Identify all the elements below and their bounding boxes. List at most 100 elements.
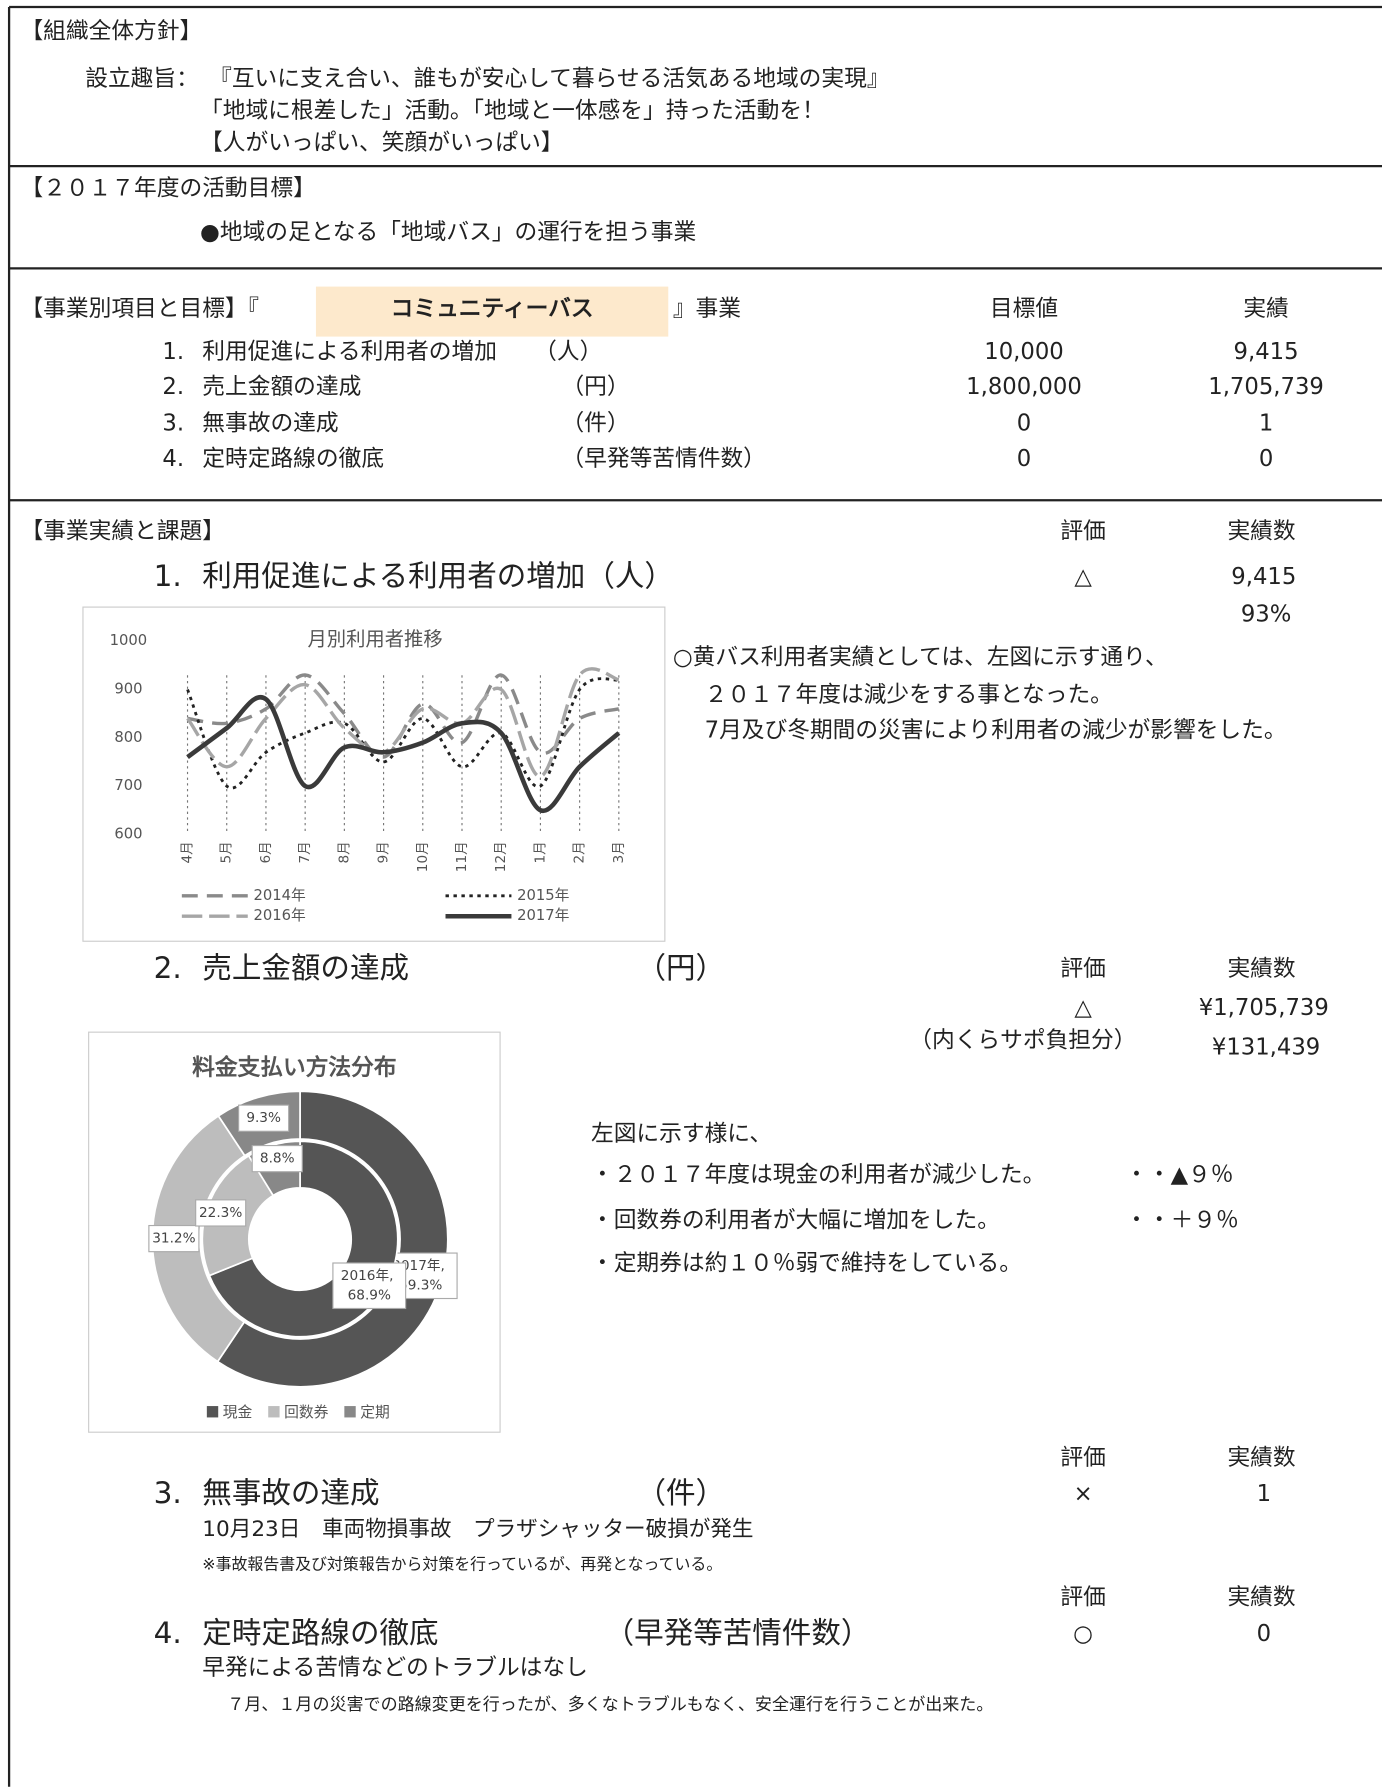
row-target: 10,000 <box>984 339 1064 365</box>
note: ・・＋９％ <box>1125 1207 1239 1233</box>
label-box <box>195 1199 247 1227</box>
y-tick-label: 600 <box>114 825 142 842</box>
row-unit: （早発等苦情件数） <box>561 446 765 472</box>
row-num: 4. <box>162 446 184 472</box>
row-target: 0 <box>1017 411 1031 437</box>
item-title: 利用促進による利用者の増加（人） <box>202 559 674 593</box>
row-num: 2. <box>162 374 184 400</box>
col-header: 実績数 <box>1227 1585 1295 1611</box>
item-num: 4. <box>154 1616 182 1650</box>
sub-count: ¥131,439 <box>1212 1035 1320 1061</box>
detail: 早発による苦情などのトラブルはなし <box>202 1655 588 1681</box>
suffix: 』事業 <box>673 296 741 322</box>
highlight <box>315 286 669 337</box>
col-header: 評価 <box>1060 1585 1105 1611</box>
note: ・２０１７年度は現金の利用者が減少した。 <box>591 1162 1045 1188</box>
legend-swatch <box>268 1406 280 1418</box>
row-num: 3. <box>162 411 184 437</box>
series-line <box>187 673 620 759</box>
row-unit: （円） <box>561 374 629 400</box>
col-header: 実績 <box>1243 296 1288 322</box>
label-box <box>148 1224 200 1253</box>
policy-line: 【人がいっぱい、笑顔がいっぱい】 <box>200 130 564 156</box>
eval: △ <box>1074 995 1092 1021</box>
legend-label: 2014年 <box>253 887 306 904</box>
policy-line: 『互いに支え合い、誰もが安心して暮らせる活気ある地域の実現』 <box>209 66 889 92</box>
data-label: 22.3% <box>199 1205 242 1221</box>
legend-label: 2017年 <box>517 907 570 924</box>
sub-label: （内くらサポ負担分） <box>909 1028 1136 1054</box>
note: ２０１７年度は減少をする事となった。 <box>705 682 1113 708</box>
y-tick-label: 1000 <box>110 632 148 649</box>
item-title: 定時定路線の徹底 <box>202 1616 438 1650</box>
col-header: 実績数 <box>1227 1445 1295 1471</box>
row-num: 1. <box>162 339 184 365</box>
series-line <box>186 695 621 813</box>
row-unit: （人） <box>534 339 602 365</box>
item-title: 売上金額の達成 <box>202 951 409 985</box>
label-box <box>238 1104 290 1132</box>
item-num: 2. <box>154 951 182 985</box>
note: 7月及び冬期間の災害により利用者の減少が影響をした。 <box>705 717 1287 743</box>
row-actual: 1 <box>1259 411 1273 437</box>
eval: ○ <box>1073 1621 1093 1647</box>
col-header: 実績数 <box>1227 956 1295 982</box>
note: ・・▲９％ <box>1125 1162 1233 1188</box>
row-name: 無事故の達成 <box>202 411 338 437</box>
heading: 【組織全体方針】 <box>20 19 202 45</box>
item-num: 3. <box>154 1476 182 1510</box>
col-header: 評価 <box>1060 956 1105 982</box>
row-name: 売上金額の達成 <box>202 374 361 400</box>
x-tick-label: 11月 <box>454 841 470 872</box>
x-tick-label: 8月 <box>336 841 352 863</box>
legend-swatch <box>344 1406 356 1418</box>
eval: △ <box>1074 564 1092 590</box>
row-target: 0 <box>1017 446 1031 472</box>
row-actual: 1,705,739 <box>1208 374 1324 400</box>
row-target: 1,800,000 <box>966 374 1082 400</box>
detail: 10月23日 車両物損事故 プラザシャッター破損が発生 <box>202 1517 753 1542</box>
label-box <box>251 1145 303 1173</box>
label: 設立趣旨： <box>85 66 199 92</box>
x-tick-label: 7月 <box>297 841 313 863</box>
y-tick-label: 900 <box>114 680 142 697</box>
legend-label: 現金 <box>223 1404 253 1421</box>
legend-label: 回数券 <box>284 1404 329 1421</box>
series-line <box>186 667 620 779</box>
note: ・定期券は約１０％弱で維持をしている。 <box>591 1251 1022 1277</box>
heading: 【事業別項目と目標】『 <box>20 296 259 322</box>
legend-swatch <box>206 1406 219 1418</box>
legend-label: 定期 <box>360 1404 390 1421</box>
heading: 【２０１７年度の活動目標】 <box>20 175 315 201</box>
data-label: 2016年, 68.9% <box>341 1268 398 1303</box>
x-tick-label: 5月 <box>219 841 235 863</box>
chart-frame <box>82 606 666 942</box>
chart-title: 料金支払い方法分布 <box>192 1054 396 1081</box>
item-unit: （円） <box>636 951 725 985</box>
note: 左図に示す様に、 <box>591 1121 772 1147</box>
heading: 【事業実績と課題】 <box>20 519 224 545</box>
data-label: 9.3% <box>246 1110 281 1126</box>
col-header: 実績数 <box>1227 519 1295 545</box>
note: ・回数券の利用者が大幅に増加をした。 <box>591 1207 1000 1233</box>
count: ¥1,705,739 <box>1199 995 1329 1021</box>
chart-title: 月別利用者推移 <box>307 628 442 651</box>
label-box <box>332 1262 407 1310</box>
item-unit: （早発等苦情件数） <box>605 1616 871 1650</box>
data-label: 8.8% <box>260 1151 295 1167</box>
series-line <box>186 677 620 790</box>
x-tick-label: 12月 <box>493 841 509 872</box>
col-header: 評価 <box>1060 1445 1105 1471</box>
eval: × <box>1074 1481 1093 1507</box>
detail: ７月、１月の災害での路線変更を行ったが、多くなトラブルもなく、安全運行を行うこと… <box>227 1694 993 1715</box>
x-tick-label: 3月 <box>611 841 627 863</box>
x-tick-label: 9月 <box>376 841 392 863</box>
donut-segment <box>216 1090 449 1388</box>
policy-line: 「地域に根差した」活動。「地域と一体感を」持った活動を！ <box>200 98 825 124</box>
detail: ※事故報告書及び対策報告から対策を行っているが、再発となっている。 <box>202 1555 722 1574</box>
data-label: 2017年, 59.3% <box>392 1258 449 1293</box>
count: 1 <box>1257 1481 1271 1507</box>
item-title: 無事故の達成 <box>202 1476 379 1510</box>
x-tick-label: 10月 <box>415 841 431 872</box>
